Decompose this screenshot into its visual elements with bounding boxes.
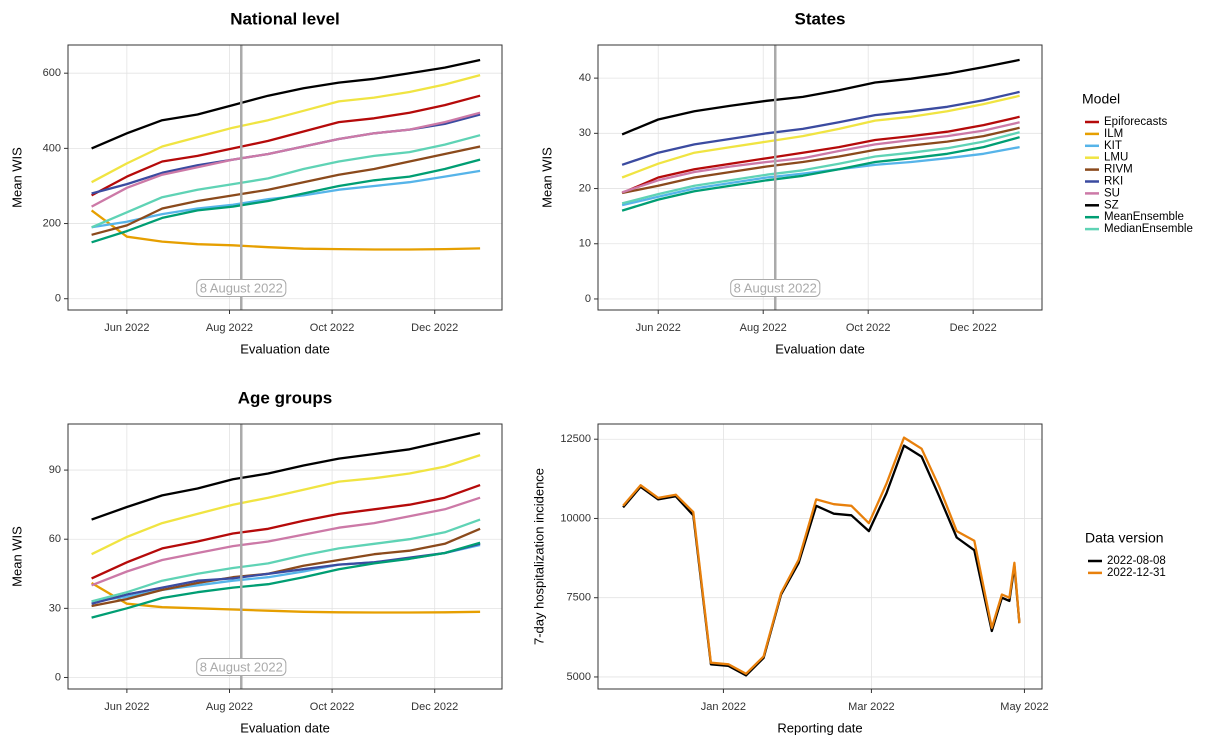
x-axis-label: Evaluation date (240, 341, 330, 356)
x-tick-label: Aug 2022 (740, 322, 787, 334)
legend-title: Model (1082, 91, 1120, 107)
y-tick-label: 30 (579, 127, 591, 139)
y-tick-label: 0 (55, 293, 61, 305)
data-line (91, 158, 481, 244)
reference-label-box (730, 278, 821, 297)
data-line (622, 436, 1021, 675)
x-axis-label: Reporting date (777, 720, 862, 735)
data-line (91, 134, 481, 229)
y-tick-label: 30 (49, 602, 61, 614)
x-tick-label: Jun 2022 (104, 322, 149, 334)
legend-label: Epiforecasts (1104, 116, 1168, 128)
data-line (91, 94, 481, 197)
y-tick-label: 40 (579, 72, 591, 84)
x-tick-label: Oct 2022 (310, 322, 355, 334)
legend-label: MedianEnsemble (1104, 223, 1193, 235)
legend-label: 2022-12-31 (1107, 567, 1166, 579)
data-line (91, 484, 481, 580)
y-tick-label: 7500 (567, 592, 591, 604)
legend-label: RKI (1104, 176, 1123, 188)
y-tick-label: 60 (49, 533, 61, 545)
data-line (621, 131, 1020, 205)
y-axis-label: Mean WIS (9, 147, 24, 208)
chart-title: National level (230, 9, 340, 28)
reference-label-box (196, 657, 287, 676)
y-tick-label: 0 (585, 293, 591, 305)
y-axis-label: Mean WIS (9, 526, 24, 587)
legend-label: LMU (1104, 152, 1128, 164)
x-tick-label: Dec 2022 (411, 701, 458, 713)
y-tick-label: 12500 (560, 433, 591, 445)
plot-border (67, 44, 503, 311)
data-line (91, 58, 481, 150)
data-line (621, 126, 1020, 195)
data-line (91, 111, 481, 208)
plot-background (598, 45, 1042, 310)
reference-label: 8 August 2022 (200, 659, 283, 674)
legend-label: SZ (1104, 199, 1119, 211)
legend-label: MeanEnsemble (1104, 211, 1184, 223)
y-tick-label: 10 (579, 238, 591, 250)
data-line (91, 541, 481, 619)
x-tick-label: Mar 2022 (848, 701, 894, 713)
plot-border (597, 423, 1043, 690)
data-line (90, 209, 481, 251)
data-line (91, 454, 481, 556)
x-tick-label: Dec 2022 (950, 322, 997, 334)
x-tick-label: Jan 2022 (701, 701, 746, 713)
y-tick-label: 600 (43, 67, 61, 79)
data-line (91, 518, 481, 603)
x-axis-label: Evaluation date (775, 341, 865, 356)
data-line (621, 115, 1020, 195)
plot-background (598, 424, 1042, 689)
plot-border (67, 423, 503, 690)
legend-label: KIT (1104, 140, 1122, 152)
x-axis-label: Evaluation date (240, 720, 330, 735)
y-tick-label: 10000 (560, 512, 591, 524)
data-line (91, 582, 481, 614)
data-line (91, 496, 481, 587)
legend-label: ILM (1104, 128, 1123, 140)
x-tick-label: Jun 2022 (636, 322, 681, 334)
y-tick-label: 5000 (567, 671, 591, 683)
data-line (621, 136, 1020, 212)
reference-label: 8 August 2022 (734, 280, 817, 295)
data-line (621, 58, 1020, 136)
legend-label: SU (1104, 187, 1120, 199)
legend-title: Data version (1085, 530, 1164, 546)
data-line (621, 90, 1020, 166)
x-tick-label: Oct 2022 (310, 701, 355, 713)
y-tick-label: 0 (55, 671, 61, 683)
x-tick-label: Jun 2022 (104, 701, 149, 713)
plot-border (597, 44, 1043, 311)
y-tick-label: 90 (49, 464, 61, 476)
x-tick-label: Oct 2022 (846, 322, 891, 334)
reference-label-box (196, 278, 287, 297)
data-line (621, 121, 1020, 194)
data-line (91, 145, 481, 236)
y-tick-label: 20 (579, 182, 591, 194)
x-tick-label: Aug 2022 (206, 701, 253, 713)
chart-title: Age groups (238, 388, 332, 407)
data-line (91, 527, 481, 608)
chart-title: States (794, 9, 845, 28)
x-tick-label: Dec 2022 (411, 322, 458, 334)
x-tick-label: May 2022 (1000, 701, 1048, 713)
plot-background (68, 424, 502, 689)
data-line (91, 432, 481, 521)
y-axis-label: Mean WIS (539, 147, 554, 208)
legend-label: RIVM (1104, 164, 1133, 176)
legend-label: 2022-08-08 (1107, 555, 1166, 567)
y-tick-label: 200 (43, 217, 61, 229)
y-axis-label: 7-day hospitalization incidence (531, 468, 546, 645)
y-tick-label: 400 (43, 142, 61, 154)
reference-label: 8 August 2022 (200, 280, 283, 295)
data-line (621, 94, 1020, 179)
x-tick-label: Aug 2022 (206, 322, 253, 334)
data-line (91, 73, 481, 184)
plot-background (68, 45, 502, 310)
